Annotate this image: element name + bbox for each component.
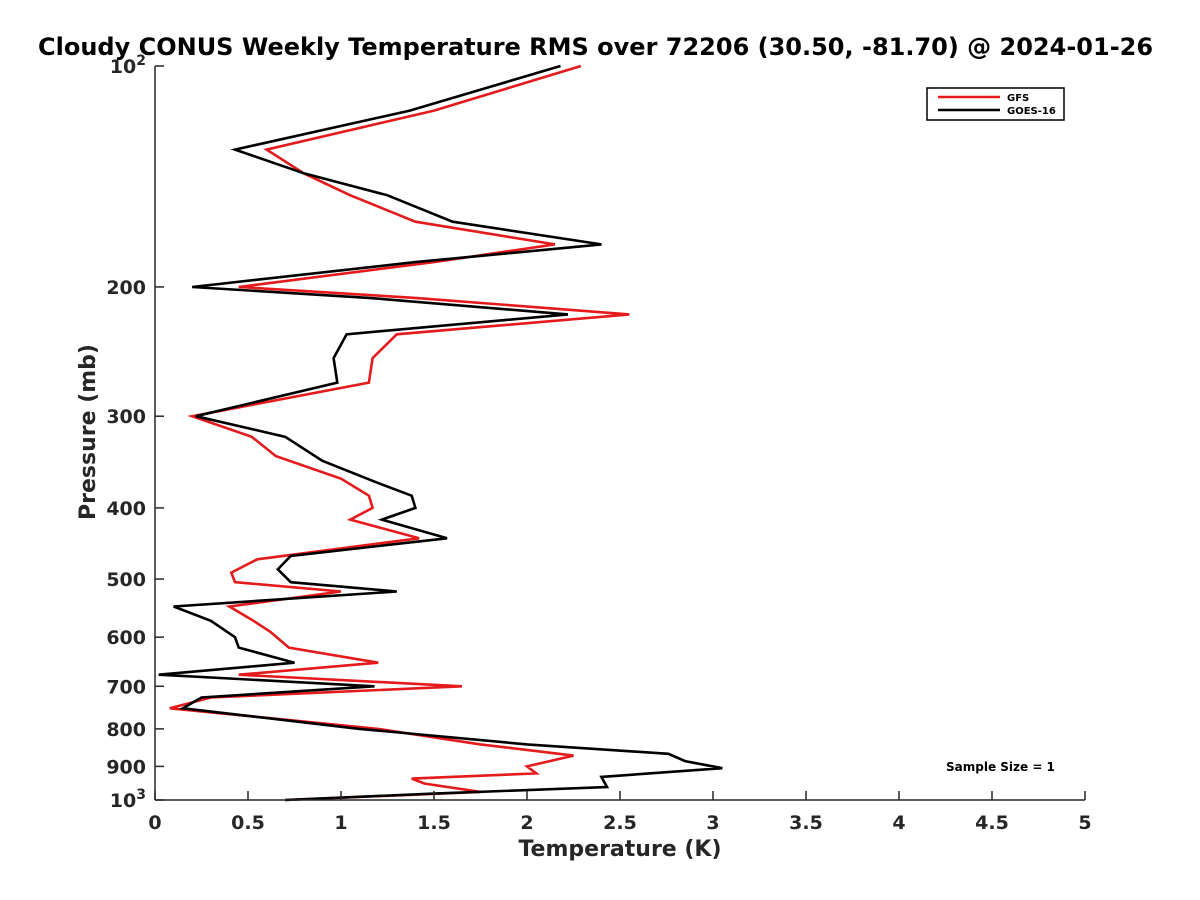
y-tick-label: 900 <box>106 756 146 778</box>
series-line-gfs <box>169 64 630 802</box>
y-tick-label: 500 <box>106 569 146 591</box>
sample-size-annotation: Sample Size = 1 <box>946 760 1055 774</box>
y-tick-label: 600 <box>106 627 146 649</box>
y-tick-base: 10 <box>110 790 136 812</box>
y-tick-base: 10 <box>110 56 136 78</box>
x-tick-label: 2 <box>520 812 533 834</box>
y-tick-label: 800 <box>106 719 146 741</box>
x-tick-label: 4 <box>892 812 905 834</box>
legend: GFS GOES-16 <box>926 87 1065 121</box>
legend-box <box>926 87 1065 121</box>
y-tick-label: 700 <box>106 676 146 698</box>
x-tick-label: 0 <box>148 812 161 834</box>
x-tick-label: 1.5 <box>417 812 451 834</box>
x-tick-label: 0.5 <box>231 812 265 834</box>
y-tick-label: 400 <box>106 498 146 520</box>
x-tick-label: 3 <box>706 812 719 834</box>
chart-title: Cloudy CONUS Weekly Temperature RMS over… <box>38 33 1153 61</box>
x-tick-label: 4.5 <box>975 812 1009 834</box>
x-tick-label: 1 <box>334 812 347 834</box>
y-axis-label: Pressure (mb) <box>76 344 101 520</box>
legend-label-gfs: GFS <box>1007 93 1029 104</box>
series-line-goes16 <box>158 64 723 802</box>
x-axis-label: Temperature (K) <box>518 837 721 862</box>
y-tick-label: 300 <box>106 406 146 428</box>
x-tick-label: 2.5 <box>603 812 637 834</box>
x-tick-label: 3.5 <box>789 812 823 834</box>
series-layer <box>158 64 723 802</box>
y-tick-label: 102 <box>110 53 146 78</box>
axes-layer <box>154 66 1085 801</box>
y-tick-exponent: 2 <box>136 53 146 69</box>
ticks-layer: 0 0.5 1 1.5 2 2.5 3 3.5 4 4.5 51022003004005006007… <box>106 53 1091 834</box>
y-tick-label: 200 <box>106 277 146 299</box>
x-tick-label: 5 <box>1078 812 1091 834</box>
legend-label-goes16: GOES-16 <box>1007 106 1056 117</box>
y-tick-exponent: 3 <box>136 787 146 803</box>
y-tick-label: 103 <box>110 787 146 812</box>
